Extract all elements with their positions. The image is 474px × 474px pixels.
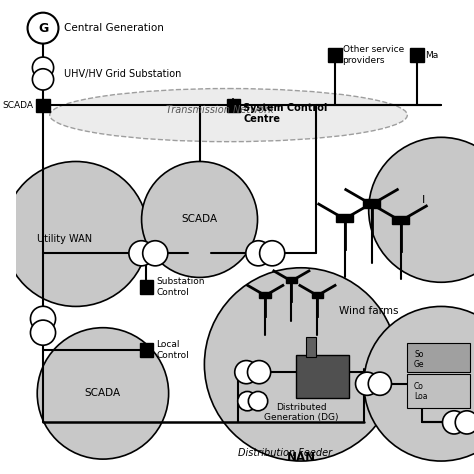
Bar xyxy=(140,280,153,294)
Text: SCADA: SCADA xyxy=(85,388,121,399)
Bar xyxy=(410,48,424,62)
Text: Distributed
Generation (DG): Distributed Generation (DG) xyxy=(264,403,338,422)
Circle shape xyxy=(238,392,257,411)
Bar xyxy=(336,214,353,222)
Circle shape xyxy=(443,411,465,434)
Text: Distribution Feeder: Distribution Feeder xyxy=(238,447,332,457)
Circle shape xyxy=(260,241,285,266)
Text: Wind farms: Wind farms xyxy=(339,306,399,317)
Circle shape xyxy=(204,268,398,461)
Bar xyxy=(306,337,316,356)
Text: Other service
providers: Other service providers xyxy=(343,46,404,65)
Text: UHV/HV Grid Substation: UHV/HV Grid Substation xyxy=(64,69,182,79)
Circle shape xyxy=(455,411,474,434)
Text: System Control
Centre: System Control Centre xyxy=(243,102,328,124)
Text: Substation
Control: Substation Control xyxy=(156,277,205,297)
Text: Transmission Network: Transmission Network xyxy=(166,105,273,115)
Circle shape xyxy=(30,320,55,345)
Text: SCADA: SCADA xyxy=(2,101,33,110)
Text: I: I xyxy=(422,195,425,205)
Bar xyxy=(285,277,297,283)
Text: G: G xyxy=(38,22,48,35)
Circle shape xyxy=(248,392,268,411)
Bar xyxy=(259,292,271,298)
Circle shape xyxy=(32,69,54,90)
Circle shape xyxy=(3,162,148,306)
Circle shape xyxy=(129,241,154,266)
Circle shape xyxy=(369,137,474,283)
Text: Co
Loa: Co Loa xyxy=(414,382,428,401)
Text: NAN: NAN xyxy=(286,451,316,465)
Bar xyxy=(227,99,240,112)
Text: Ma: Ma xyxy=(425,51,438,60)
Circle shape xyxy=(27,13,58,44)
Text: So
Ge: So Ge xyxy=(414,350,425,369)
Text: Utility WAN: Utility WAN xyxy=(37,234,92,244)
Bar xyxy=(407,343,470,372)
Bar xyxy=(328,48,342,62)
Circle shape xyxy=(356,372,379,395)
Text: SCADA: SCADA xyxy=(182,214,218,225)
Circle shape xyxy=(30,306,55,331)
Bar xyxy=(392,216,409,224)
Circle shape xyxy=(32,57,54,78)
Bar xyxy=(36,99,50,112)
Text: Central Generation: Central Generation xyxy=(64,23,164,33)
Ellipse shape xyxy=(50,89,407,142)
Bar xyxy=(311,292,323,298)
Bar xyxy=(407,374,470,408)
Bar xyxy=(363,199,380,208)
Circle shape xyxy=(142,162,257,277)
Circle shape xyxy=(143,241,168,266)
Text: Local
Control: Local Control xyxy=(156,340,189,360)
Circle shape xyxy=(368,372,392,395)
Circle shape xyxy=(364,306,474,461)
Bar xyxy=(296,355,349,398)
Circle shape xyxy=(247,361,271,384)
Circle shape xyxy=(235,361,258,384)
Circle shape xyxy=(246,241,271,266)
Circle shape xyxy=(37,328,169,459)
Bar xyxy=(140,343,153,356)
